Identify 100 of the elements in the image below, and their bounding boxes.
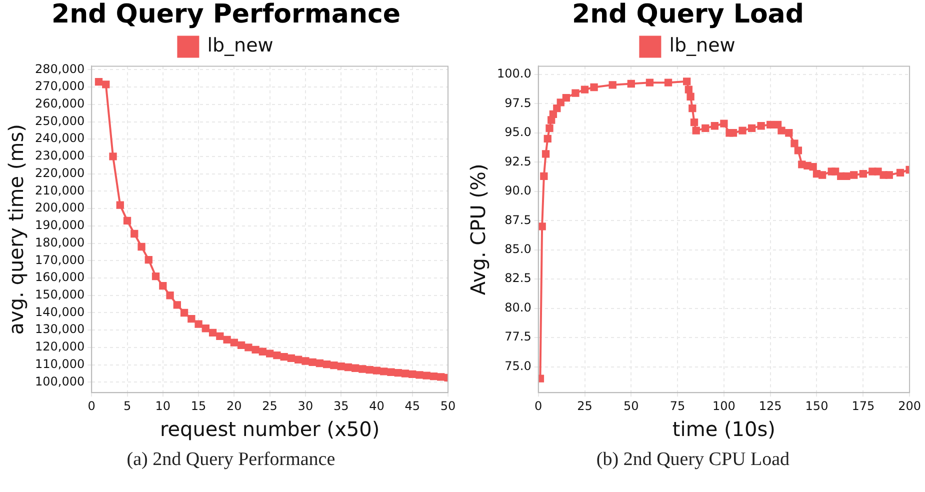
point: [757, 122, 765, 130]
y-tick-label: 77.5: [504, 330, 532, 344]
x-tick-label: 10: [155, 398, 171, 413]
point: [352, 364, 360, 372]
y-tick-label: 95.0: [504, 125, 532, 140]
point: [556, 98, 564, 106]
y-axis-title: Avg. CPU (%): [466, 164, 490, 296]
point: [422, 372, 430, 380]
point: [748, 124, 756, 132]
point: [553, 104, 561, 112]
point: [109, 152, 117, 160]
point: [294, 356, 302, 364]
x-tick-label: 0: [88, 398, 96, 413]
point: [94, 78, 103, 86]
point: [194, 320, 202, 328]
point: [372, 366, 381, 374]
x-axis-title: time (10s): [672, 417, 776, 442]
point: [308, 358, 316, 366]
point: [323, 360, 331, 368]
point: [646, 78, 654, 86]
point: [859, 170, 867, 178]
point: [778, 126, 786, 134]
x-tick-label: 200: [898, 398, 921, 413]
point: [266, 350, 274, 358]
text: (b) 2nd Query CPU Load: [596, 449, 790, 471]
point: [850, 171, 858, 179]
point: [159, 282, 167, 290]
point: [729, 129, 738, 137]
x-tick-label: 75: [670, 398, 686, 413]
point: [542, 150, 550, 158]
y-tick-label: 240,000: [35, 131, 85, 146]
chart-title: 2nd Query Performance: [51, 0, 401, 30]
point: [173, 301, 181, 309]
point: [437, 373, 445, 381]
y-tick-label: 130,000: [35, 322, 85, 336]
x-tick-label: 100: [712, 398, 736, 413]
x-tick-label: 150: [805, 398, 828, 413]
point: [302, 357, 310, 365]
point: [885, 171, 893, 179]
point: [330, 362, 338, 370]
point: [144, 256, 152, 264]
point: [408, 370, 416, 378]
point: [608, 81, 616, 89]
point: [549, 110, 558, 118]
y-tick-label: 250,000: [35, 114, 85, 128]
point: [766, 120, 774, 129]
y-tick-label: 200,000: [35, 200, 85, 215]
x-tick-label: 175: [852, 398, 875, 413]
legend-label: lb_new: [669, 34, 736, 57]
x-tick-label: 0: [534, 398, 542, 413]
point: [688, 104, 696, 112]
x-tick-label: 25: [577, 398, 592, 413]
y-tick-label: 120,000: [35, 340, 85, 354]
x-tick-label: 30: [298, 398, 314, 413]
x-tick-label: 35: [333, 398, 349, 413]
point: [287, 354, 296, 362]
point: [831, 168, 840, 176]
point: [710, 122, 718, 130]
point: [562, 94, 570, 102]
point: [546, 124, 554, 132]
point: [818, 171, 826, 179]
x-axis-title: request number (x50): [160, 417, 380, 442]
point: [123, 216, 132, 225]
y-tick-label: 260,000: [35, 96, 85, 111]
y-tick-label: 85.0: [504, 242, 532, 256]
point: [130, 230, 138, 238]
point: [230, 338, 238, 346]
point: [702, 124, 710, 132]
y-tick-label: 270,000: [35, 79, 85, 94]
y-tick-label: 220,000: [35, 166, 85, 180]
point: [809, 162, 817, 171]
y-tick-label: 170,000: [35, 252, 85, 267]
point: [138, 242, 146, 251]
point: [790, 140, 798, 148]
point: [664, 78, 672, 86]
y-tick-label: 75.0: [504, 358, 532, 373]
point: [720, 120, 728, 128]
y-tick-label: 150,000: [35, 288, 85, 302]
y-tick-label: 100,000: [35, 374, 85, 388]
point: [316, 359, 324, 368]
text: (a) 2nd Query Performance: [126, 449, 336, 471]
point: [683, 78, 691, 86]
x-tick-label: 5: [123, 398, 132, 413]
point: [258, 348, 267, 356]
x-tick-label: 15: [190, 398, 206, 413]
y-tick-label: 210,000: [35, 183, 85, 198]
point: [394, 368, 402, 377]
x-tick-label: 50: [440, 398, 456, 413]
legend-label: lb_new: [207, 34, 274, 57]
point: [627, 80, 635, 88]
point: [188, 314, 196, 323]
point: [252, 346, 260, 354]
point: [273, 351, 281, 360]
y-tick-label: 80.0: [504, 300, 532, 314]
point: [794, 146, 802, 154]
point: [430, 372, 438, 380]
y-tick-label: 190,000: [35, 218, 85, 232]
point: [280, 353, 288, 361]
chart-title: 2nd Query Load: [572, 0, 804, 30]
point: [538, 374, 544, 382]
